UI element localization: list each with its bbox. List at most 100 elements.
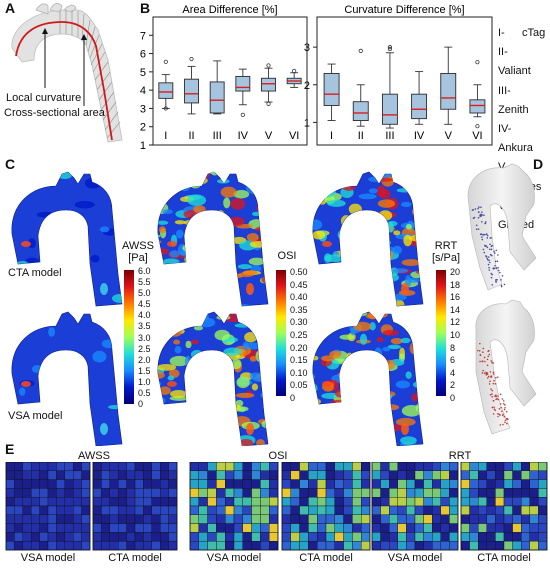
box-I — [158, 59, 174, 111]
shading-spot — [357, 395, 375, 402]
awss-colorbar — [124, 270, 134, 404]
aorta-render-osi — [157, 171, 269, 307]
heatmap-cell — [361, 462, 371, 472]
heatmap-cell — [460, 532, 470, 542]
shading-spot — [161, 181, 177, 186]
heatmap-cell — [361, 532, 371, 542]
heatmap-cell — [81, 488, 91, 498]
heatmap-cell — [512, 479, 522, 489]
heatmap-cell — [495, 532, 505, 542]
heatmap-cell — [469, 523, 479, 533]
shading-spot — [11, 318, 26, 328]
heatmap-cell — [39, 505, 49, 516]
box-I — [323, 63, 340, 121]
shading-spot — [260, 392, 267, 398]
heatmap-cell — [281, 479, 292, 489]
mesh-dot — [481, 211, 483, 213]
heatmap-cell — [512, 462, 522, 472]
heatmap-cell — [81, 532, 91, 542]
heatmap-cell — [308, 488, 318, 498]
box-III — [381, 45, 398, 129]
heatmap-cell — [207, 532, 217, 542]
shading-spot — [198, 285, 212, 294]
shading-spot — [369, 353, 380, 366]
heatmap-cell — [233, 479, 244, 489]
heatmap-cell — [168, 470, 178, 480]
heatmap-cell — [325, 514, 336, 524]
shading-spot — [368, 188, 378, 194]
heatmap-cell — [512, 540, 522, 551]
shading-spot — [251, 211, 262, 217]
heatmap-cell — [81, 479, 91, 489]
heatmap-cell — [423, 523, 433, 533]
heatmap-cell — [352, 497, 362, 507]
shading-spot — [353, 312, 368, 317]
heatmap-cell — [189, 523, 200, 533]
shading-spot — [362, 238, 379, 251]
shading-spot — [164, 173, 175, 182]
shading-spot — [262, 248, 269, 261]
heatmap-cell — [495, 497, 505, 507]
box-iqr — [381, 93, 398, 125]
heatmap-cell — [389, 532, 399, 542]
shading-spot — [173, 263, 185, 275]
shading-spot — [362, 245, 374, 252]
heatmap-cell — [22, 470, 32, 480]
heatmap-cell — [538, 497, 548, 507]
heatmap-cell — [5, 505, 15, 516]
mesh-dot — [483, 214, 485, 216]
mesh-dot — [486, 372, 489, 374]
heatmap-cell — [92, 514, 102, 524]
outlier-point — [358, 48, 363, 53]
mesh-dot — [479, 360, 481, 363]
heatmap-cell — [299, 505, 309, 516]
shading-spot — [216, 315, 231, 320]
heatmap-cell — [224, 514, 235, 524]
shading-spot — [162, 265, 169, 274]
heatmap-cell — [101, 532, 111, 542]
heatmap-cell — [92, 523, 102, 533]
shading-spot — [203, 413, 224, 425]
shading-spot — [410, 336, 424, 344]
shading-spot — [331, 315, 346, 325]
mesh-dot — [496, 376, 499, 378]
mesh-dot — [497, 254, 499, 256]
heatmap-cell — [151, 497, 161, 507]
heatmap-cell — [469, 532, 479, 542]
mesh-dot — [497, 412, 499, 415]
shading-spot — [190, 349, 204, 360]
mesh-dot — [490, 388, 492, 390]
heatmap-cell — [269, 479, 279, 489]
heatmap-rrt-vsa — [371, 462, 459, 551]
shading-spot — [177, 410, 196, 421]
shading-spot — [331, 424, 348, 431]
heatmap-cell — [14, 479, 23, 489]
shading-spot — [312, 319, 321, 324]
y-tick-label: 1 — [304, 117, 310, 129]
heatmap-cell — [168, 532, 178, 542]
shading-spot — [323, 253, 332, 263]
shading-spot — [370, 231, 383, 240]
heatmap-cell — [134, 470, 144, 480]
heatmap-cell — [529, 497, 539, 507]
shading-spot — [157, 326, 171, 332]
heatmap-cell — [64, 514, 74, 524]
shading-spot — [190, 339, 200, 345]
heatmap-cell — [352, 505, 362, 516]
heatmap-cell — [143, 488, 152, 498]
heatmap-cell — [143, 514, 152, 524]
shading-spot — [253, 184, 268, 192]
shading-spot — [255, 350, 263, 362]
shading-spot — [396, 188, 414, 193]
x-category-label: III — [213, 130, 222, 142]
shading-spot — [185, 312, 198, 313]
shading-spot — [329, 399, 348, 409]
heatmap-cell — [290, 470, 300, 480]
mesh-dot — [494, 264, 496, 267]
aorta-render-osi — [157, 311, 269, 446]
outlier-point — [266, 101, 271, 106]
heatmap-cell — [14, 532, 23, 542]
heatmap-cell — [538, 532, 548, 542]
heatmap-cell — [325, 540, 336, 551]
heatmap-cell — [72, 488, 82, 498]
